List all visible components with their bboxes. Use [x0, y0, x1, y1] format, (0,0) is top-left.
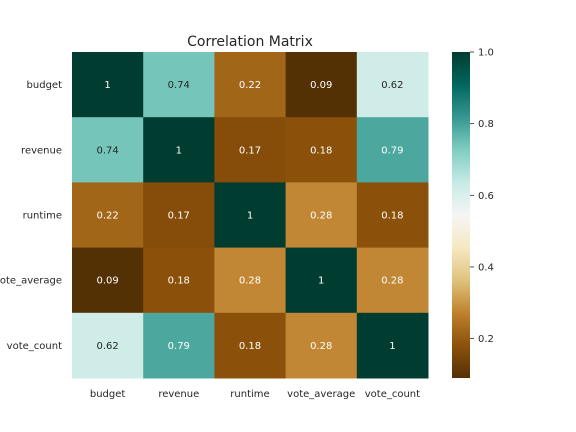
- y-tick-label-revenue: revenue: [21, 145, 62, 156]
- heatmap-cell-0-4: [356, 52, 429, 118]
- heatmap-cell-2-2: [214, 182, 287, 249]
- heatmap-cell-0-3: [285, 52, 358, 118]
- heatmap-cell-4-3: [285, 312, 358, 379]
- heatmap-cell-3-0: [72, 247, 144, 314]
- chart-title: Correlation Matrix: [187, 34, 313, 50]
- cell-annotation-0-1: 0.74: [168, 80, 190, 91]
- cell-annotation-4-3: 0.28: [310, 341, 332, 352]
- cell-annotation-2-3: 0.28: [310, 211, 332, 222]
- cell-annotation-3-3: 1: [318, 276, 324, 287]
- cell-annotation-1-2: 0.17: [239, 145, 261, 156]
- cell-annotation-0-3: 0.09: [310, 80, 332, 91]
- cell-annotation-1-1: 1: [176, 145, 182, 156]
- cell-annotation-4-1: 0.79: [168, 341, 190, 352]
- heatmap-cell-3-1: [143, 247, 215, 314]
- heatmap-cell-3-4: [356, 247, 429, 314]
- cell-annotation-3-1: 0.18: [168, 276, 190, 287]
- cell-annotation-0-0: 1: [104, 80, 110, 91]
- heatmap-cells: 1 0.74 0.22 0.09 0.62 0.74 1 0.17 0.18 0.79 0.22 0.…: [72, 52, 429, 379]
- cell-annotation-3-0: 0.09: [96, 276, 118, 287]
- cell-annotation-4-0: 0.62: [96, 341, 118, 352]
- colorbar-tick-label: 1.0: [478, 48, 494, 59]
- heatmap-cell-4-4: [356, 312, 429, 379]
- x-tick-label-budget: budget: [90, 389, 126, 400]
- x-tick-labels: budget revenue runtime vote_average vote_cou…: [90, 389, 420, 400]
- cell-annotation-1-4: 0.79: [381, 145, 403, 156]
- x-tick-label-vote_count: vote_count: [365, 389, 420, 400]
- heatmap-cell-4-2: [214, 312, 287, 379]
- heatmap-cell-0-1: [143, 52, 215, 118]
- heatmap-cell-0-2: [214, 52, 287, 118]
- heatmap-cell-4-0: [72, 312, 144, 379]
- heatmap-cell-2-0: [72, 182, 144, 249]
- cell-annotation-2-0: 0.22: [96, 211, 118, 222]
- y-tick-label-runtime: runtime: [23, 211, 62, 222]
- y-tick-label-budget: budget: [27, 80, 63, 91]
- heatmap-cell-3-2: [214, 247, 287, 314]
- x-tick-label-runtime: runtime: [230, 389, 269, 400]
- x-tick-label-revenue: revenue: [158, 389, 199, 400]
- cell-annotation-4-2: 0.18: [239, 341, 261, 352]
- heatmap-cell-1-1: [143, 117, 215, 183]
- y-tick-labels: budget revenue runtime vote_average vote_cou…: [0, 80, 62, 352]
- heatmap-cell-4-1: [143, 312, 215, 379]
- cell-annotation-3-4: 0.28: [381, 276, 403, 287]
- cell-annotation-1-0: 0.74: [96, 145, 118, 156]
- x-tick-label-vote_average: vote_average: [287, 389, 355, 400]
- colorbar-tick-label: 0.6: [478, 191, 494, 202]
- cell-annotation-4-4: 1: [389, 341, 395, 352]
- cell-annotation-2-1: 0.17: [168, 211, 190, 222]
- heatmap-cell-0-0: [72, 52, 144, 118]
- cell-annotation-2-4: 0.18: [381, 211, 403, 222]
- colorbar: 0.2 0.4 0.6 0.8 1.0: [452, 48, 494, 378]
- y-tick-label-vote_average: vote_average: [0, 276, 62, 287]
- heatmap-cell-3-3: [285, 247, 358, 314]
- heatmap-cell-1-0: [72, 117, 144, 183]
- cell-annotation-0-4: 0.62: [381, 80, 403, 91]
- heatmap-cell-1-3: [285, 117, 358, 183]
- cell-annotation-3-2: 0.28: [239, 276, 261, 287]
- heatmap-cell-1-4: [356, 117, 429, 183]
- colorbar-gradient: [452, 52, 470, 378]
- heatmap-cell-2-3: [285, 182, 358, 249]
- heatmap-cell-1-2: [214, 117, 287, 183]
- colorbar-tick-label: 0.4: [478, 262, 494, 273]
- cell-annotation-1-3: 0.18: [310, 145, 332, 156]
- y-tick-label-vote_count: vote_count: [7, 341, 62, 352]
- heatmap-cell-2-1: [143, 182, 215, 249]
- colorbar-tick-label: 0.2: [478, 334, 494, 345]
- cell-annotation-0-2: 0.22: [239, 80, 261, 91]
- colorbar-tick-label: 0.8: [478, 119, 494, 130]
- heatmap-cell-2-4: [356, 182, 429, 249]
- cell-annotation-2-2: 1: [247, 211, 253, 222]
